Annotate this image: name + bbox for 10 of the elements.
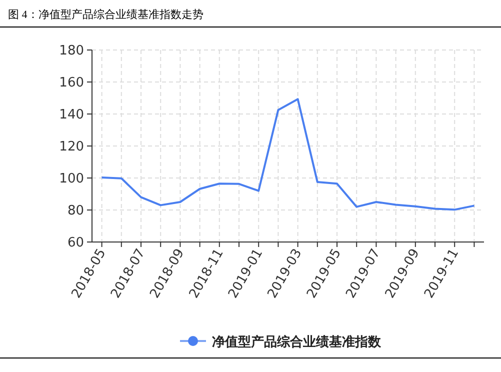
y-tick-label: 80: [67, 204, 84, 218]
y-tick-label: 120: [59, 140, 84, 154]
y-tick-label: 180: [59, 44, 84, 58]
line-series: [100, 98, 476, 211]
y-tick-label: 60: [67, 236, 84, 250]
legend-label: 净值型产品综合业绩基准指数: [212, 334, 382, 349]
y-tick-label: 100: [59, 172, 84, 186]
y-tick-label: 140: [59, 108, 84, 122]
y-tick-label: 160: [59, 76, 84, 90]
title: 图 4：净值型产品综合业绩基准指数走势: [8, 9, 204, 21]
